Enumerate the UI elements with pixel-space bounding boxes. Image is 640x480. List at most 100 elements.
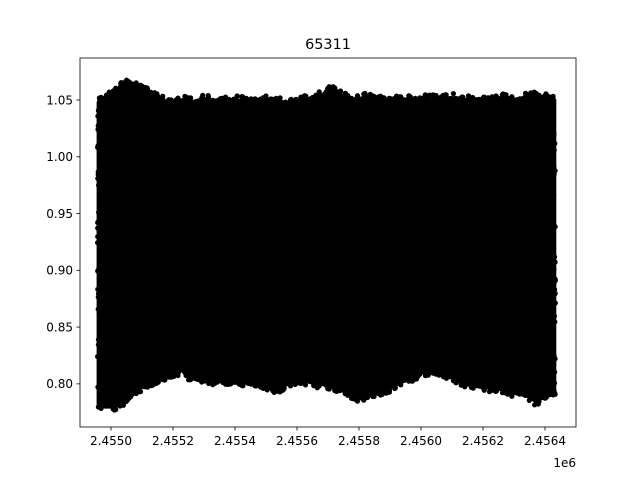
data-point — [250, 100, 256, 106]
data-point — [96, 157, 102, 163]
data-point — [250, 377, 256, 384]
data-point — [314, 385, 320, 391]
data-point — [285, 205, 291, 211]
data-point — [154, 376, 160, 382]
data-point — [95, 113, 101, 119]
data-point — [447, 374, 454, 380]
data-segment — [95, 77, 289, 413]
data-point — [520, 132, 526, 138]
data-point — [287, 100, 293, 106]
data-point — [495, 384, 501, 390]
data-point — [236, 99, 242, 105]
data-point — [316, 89, 322, 95]
data-point — [516, 192, 523, 198]
data-point — [332, 388, 338, 394]
data-point — [136, 389, 142, 395]
data-point — [313, 379, 319, 386]
data-point — [550, 295, 557, 301]
data-point — [516, 203, 523, 209]
x-tick-label: 2.4554 — [214, 434, 256, 448]
data-point — [361, 397, 367, 403]
data-point — [516, 354, 522, 360]
data-point — [166, 371, 172, 377]
data-point — [500, 91, 506, 97]
data-point — [162, 101, 168, 107]
data-point — [551, 313, 558, 319]
data-point — [509, 393, 515, 399]
data-point — [516, 276, 523, 282]
data-point — [381, 100, 387, 106]
data-point — [175, 95, 181, 101]
data-point — [234, 93, 240, 99]
data-point — [551, 375, 557, 381]
data-point — [96, 228, 102, 234]
data-point — [285, 237, 291, 243]
data-point — [484, 384, 490, 390]
data-point — [113, 407, 119, 413]
axes-frame — [79, 57, 577, 428]
data-point — [292, 381, 298, 387]
data-point — [551, 325, 557, 331]
data-point — [166, 97, 172, 103]
data-point — [552, 276, 558, 282]
data-point — [342, 90, 348, 96]
data-point — [551, 254, 558, 260]
data-point — [388, 382, 394, 389]
data-point — [548, 97, 555, 103]
data-point — [551, 266, 557, 272]
data-point — [517, 253, 523, 259]
data-point — [287, 383, 294, 389]
data-point — [520, 207, 527, 213]
data-point — [95, 294, 101, 300]
data-point — [295, 98, 301, 104]
data-point — [468, 98, 474, 104]
data-point — [337, 383, 344, 389]
data-point — [521, 240, 527, 247]
data-point — [241, 376, 247, 382]
x-tick-label: 2.4558 — [338, 434, 380, 448]
x-offset-label: 1e6 — [553, 456, 576, 470]
data-point — [171, 373, 177, 380]
data-point — [427, 98, 433, 104]
data-point — [186, 97, 192, 103]
data-point — [504, 391, 511, 397]
data-point — [536, 92, 542, 98]
data-point — [288, 96, 294, 102]
data-point — [417, 371, 423, 377]
data-point — [176, 100, 182, 106]
data-point — [285, 127, 291, 133]
data-point — [465, 93, 472, 99]
data-point — [453, 97, 459, 103]
data-segment — [284, 84, 524, 404]
data-point — [453, 380, 459, 386]
data-point — [550, 191, 557, 197]
data-point — [343, 386, 350, 392]
data-point — [231, 96, 237, 102]
data-segment — [519, 89, 558, 408]
data-point — [520, 183, 526, 189]
data-point — [521, 375, 527, 381]
data-point — [519, 300, 526, 306]
data-point — [284, 244, 290, 250]
data-point — [367, 91, 373, 97]
data-point — [285, 308, 291, 314]
y-tick-label: 1.05 — [46, 93, 73, 107]
data-point — [520, 163, 526, 169]
data-point — [285, 296, 291, 302]
data-point — [343, 97, 350, 103]
data-point — [524, 94, 531, 100]
data-point — [351, 391, 358, 397]
data-point — [407, 94, 413, 100]
data-point — [551, 361, 557, 368]
data-point — [275, 388, 281, 394]
data-point — [379, 391, 385, 397]
data-point — [332, 87, 338, 93]
data-point — [285, 301, 292, 307]
data-point — [107, 402, 113, 408]
data-point — [284, 200, 290, 207]
data-point — [160, 377, 166, 383]
data-point — [266, 381, 272, 387]
data-point — [139, 383, 145, 390]
data-point — [95, 404, 101, 410]
data-point — [284, 209, 290, 215]
